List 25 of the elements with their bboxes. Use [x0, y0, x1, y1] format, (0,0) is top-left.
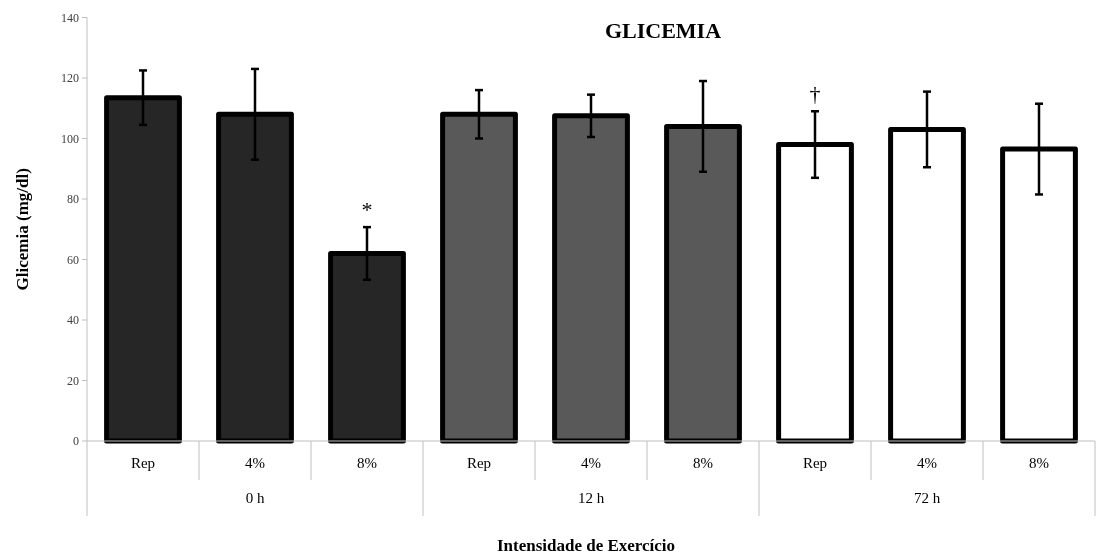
x-tick-label: 4% [917, 455, 937, 471]
x-tick-label: 4% [581, 455, 601, 471]
x-tick-label: Rep [802, 455, 828, 471]
x-tick-label: 8% [1029, 455, 1049, 471]
x-tick-label: 8% [693, 455, 713, 471]
y-tick-label: 20 [67, 373, 79, 388]
y-tick-label: 60 [67, 252, 79, 267]
y-tick-label: 0 [73, 434, 79, 449]
x-tick-label: Rep [130, 455, 156, 471]
x-tick-label: 8% [357, 455, 377, 471]
y-tick-label: 100 [61, 131, 79, 146]
text: 0 h [245, 490, 265, 506]
x-tick-label: 4% [245, 455, 265, 471]
annotation: * [361, 197, 373, 223]
y-axis-title: Glicemia (mg/dl) [13, 168, 32, 291]
x-tick-label: Rep [466, 455, 492, 471]
y-tick-label: 80 [67, 192, 79, 207]
y-tick-label: 140 [61, 10, 79, 25]
y-tick-label: 40 [67, 313, 79, 328]
text: 12 h [577, 490, 605, 506]
annotation: † [809, 81, 821, 107]
text: 72 h [913, 490, 941, 506]
y-tick-label: 120 [61, 71, 79, 86]
chart-title: GLICEMIA [604, 18, 722, 43]
x-axis-title: Intensidade de Exercício [496, 536, 676, 554]
